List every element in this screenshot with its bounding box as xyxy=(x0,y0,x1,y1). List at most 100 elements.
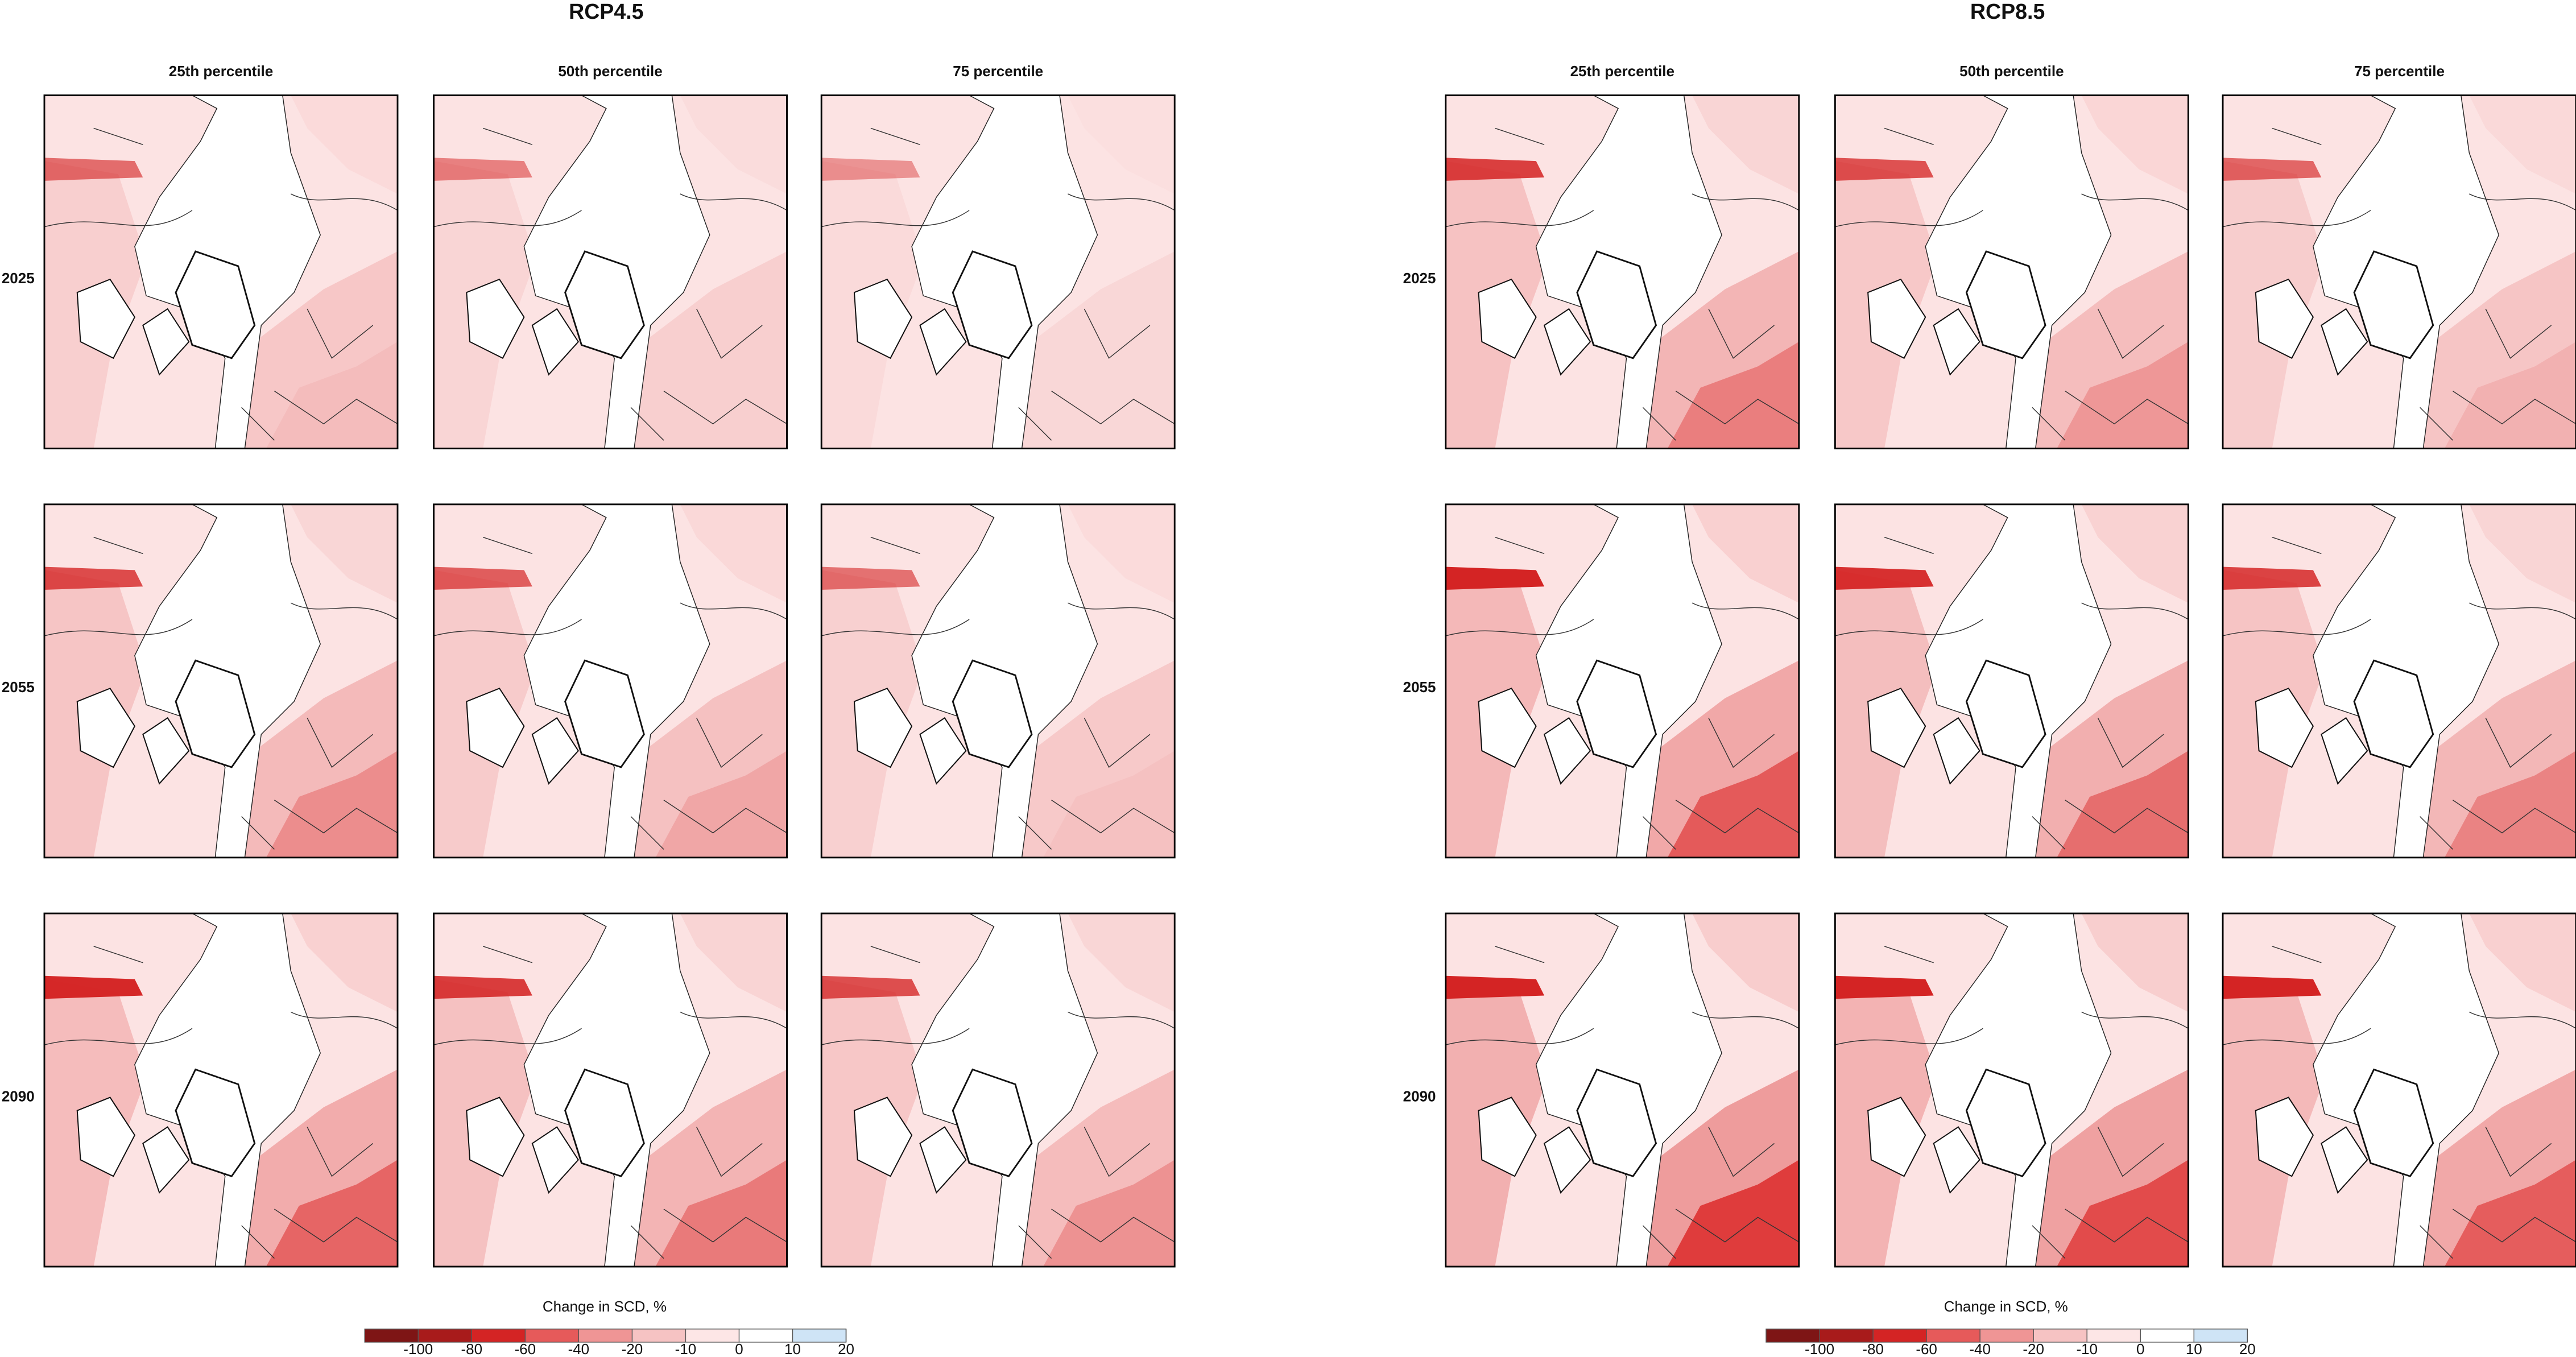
colorbar-swatch xyxy=(1873,1329,1927,1342)
map-island xyxy=(76,688,190,785)
colorbar-tick-label: -60 xyxy=(515,1341,536,1357)
map-borders xyxy=(821,946,1175,1259)
map-frame xyxy=(1445,912,1800,1268)
map-island xyxy=(76,1097,190,1194)
colorbar-swatch xyxy=(2033,1329,2087,1342)
map-panel xyxy=(1445,503,1800,859)
map-panel xyxy=(1445,94,1800,450)
map-shade xyxy=(2057,341,2189,449)
map-shade xyxy=(225,660,398,858)
map-panel xyxy=(2222,503,2576,859)
map-frame xyxy=(433,94,788,450)
colorbar-swatch xyxy=(525,1329,579,1342)
colorbar-tick-label: -20 xyxy=(2023,1341,2044,1357)
column-header: 50th percentile xyxy=(1959,63,2064,80)
map-shade xyxy=(225,251,398,449)
map-frame xyxy=(1834,94,2189,450)
map-frame xyxy=(433,912,788,1268)
map-shade xyxy=(1068,95,1175,194)
map-shade xyxy=(2403,251,2576,449)
map-shade xyxy=(44,566,143,590)
map-greenland xyxy=(952,659,1033,768)
row-label: 2025 xyxy=(2,270,35,287)
map-shade xyxy=(821,158,920,181)
colorbar-swatch xyxy=(418,1329,472,1342)
map-shade xyxy=(1002,251,1175,449)
map-island xyxy=(1478,1097,1591,1194)
map-shade xyxy=(291,95,398,194)
colorbar-tick-label: 10 xyxy=(2186,1341,2202,1357)
map-panel xyxy=(43,912,399,1268)
map-shade xyxy=(1445,566,1545,590)
map-shade xyxy=(1068,913,1175,1012)
colorbar-tick-label: -40 xyxy=(568,1341,590,1357)
map-frame xyxy=(433,503,788,859)
colorbar-swatch xyxy=(2140,1329,2194,1342)
map-panel xyxy=(1834,912,2189,1268)
map-borders xyxy=(2222,127,2576,441)
column-header: 50th percentile xyxy=(558,63,662,80)
map-borders xyxy=(44,127,398,441)
colorbar-tick-label: 0 xyxy=(2136,1341,2144,1357)
map-greenland xyxy=(564,659,645,768)
colorbar-tick-label: -10 xyxy=(2076,1341,2098,1357)
map-borders xyxy=(1835,127,2189,441)
colorbar-swatch xyxy=(632,1329,686,1342)
map-greenland xyxy=(952,250,1033,359)
colorbar-swatch xyxy=(2087,1329,2141,1342)
colorbar-swatch xyxy=(1766,1329,1820,1342)
map-shade xyxy=(2081,95,2189,194)
map-borders xyxy=(2222,946,2576,1259)
map-island xyxy=(2255,1097,2368,1194)
map-shade xyxy=(1445,158,1545,181)
map-shade xyxy=(1692,95,1799,194)
map-panel xyxy=(433,94,788,450)
map-shade xyxy=(1002,1069,1175,1267)
column-header: 75 percentile xyxy=(953,63,1043,80)
map-island xyxy=(76,278,190,376)
map-frame xyxy=(820,912,1176,1268)
map-greenland xyxy=(1576,250,1657,359)
map-panel xyxy=(2222,912,2576,1268)
map-shade xyxy=(614,660,787,858)
map-shade xyxy=(266,751,398,858)
map-borders xyxy=(821,536,1175,850)
colorbar-tick-label: -100 xyxy=(403,1341,433,1357)
map-frame xyxy=(1445,503,1800,859)
colorbar-swatch xyxy=(792,1329,846,1342)
map-shade xyxy=(266,341,398,449)
map-shade xyxy=(1835,158,1934,181)
map-panel xyxy=(1445,912,1800,1268)
map-shade xyxy=(2222,158,2322,181)
map-frame xyxy=(2222,94,2576,450)
map-shade xyxy=(433,158,532,181)
map-shade xyxy=(821,566,920,590)
map-shade xyxy=(2081,913,2189,1012)
map-panel xyxy=(820,94,1176,450)
map-greenland xyxy=(1965,1068,2046,1177)
panel-title: RCP8.5 xyxy=(1970,0,2045,23)
map-borders xyxy=(44,946,398,1259)
colorbar-tick-label: 20 xyxy=(2239,1341,2256,1357)
map-greenland xyxy=(2353,1068,2434,1177)
map-shade xyxy=(2469,95,2576,194)
map-frame xyxy=(2222,912,2576,1268)
colorbar-swatch xyxy=(685,1329,739,1342)
map-shade xyxy=(2444,341,2576,449)
map-borders xyxy=(2222,536,2576,850)
map-panel xyxy=(433,503,788,859)
map-shade xyxy=(655,1160,787,1267)
map-borders xyxy=(821,127,1175,441)
colorbar-label: Change in SCD, % xyxy=(1944,1298,2068,1315)
map-shade xyxy=(1835,975,1934,999)
map-borders xyxy=(1835,536,2189,850)
colorbar-swatch xyxy=(739,1329,793,1342)
map-greenland xyxy=(2353,659,2434,768)
map-greenland xyxy=(1576,659,1657,768)
map-greenland xyxy=(175,1068,256,1177)
map-shade xyxy=(433,975,532,999)
map-panel xyxy=(43,94,399,450)
map-frame xyxy=(43,912,399,1268)
map-island xyxy=(1867,688,1980,785)
